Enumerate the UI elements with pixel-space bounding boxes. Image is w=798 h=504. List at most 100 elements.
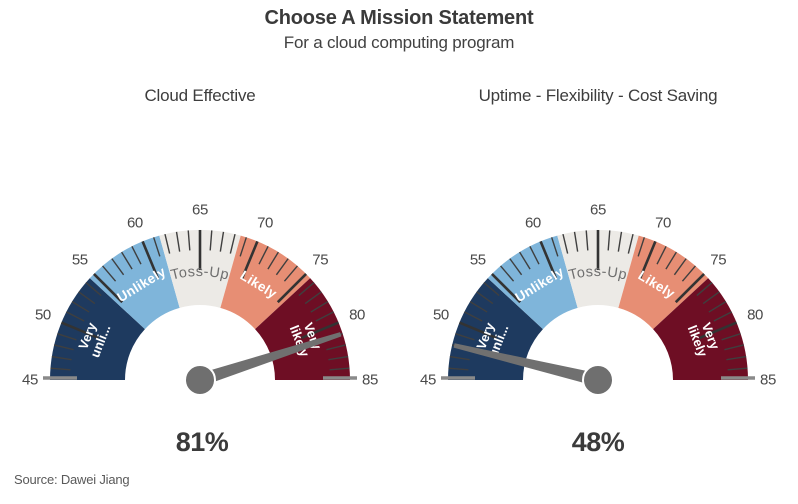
gauge-minor-tick (229, 233, 236, 254)
gauge-axis-label: 85 (362, 372, 378, 389)
gauge-minor-tick (448, 367, 469, 371)
gauge-major-tick (60, 321, 99, 340)
gauge-axis-label: 45 (22, 372, 38, 389)
gauge-minor-tick (519, 251, 531, 270)
gauge-minor-tick (665, 251, 677, 270)
gauge-major-tick (276, 273, 307, 304)
gauge-minor-tick (283, 265, 298, 282)
gauge-needle (453, 343, 600, 387)
gauge-needle (197, 332, 342, 387)
gauge-minor-tick (476, 291, 494, 305)
gauge-major-tick (301, 321, 340, 340)
gauge-needle-hub (184, 364, 216, 396)
gauge-minor-tick (721, 332, 741, 341)
gauge-minor-tick (627, 233, 634, 254)
gauge-minor-tick (529, 246, 540, 265)
gauge-major-tick (458, 321, 497, 340)
gauge-needle-hub (582, 364, 614, 396)
gauge-axis-label: 80 (747, 306, 763, 323)
source-text: Source: Dawei Jiang (14, 472, 130, 487)
gauge-axis-label: 75 (710, 251, 726, 268)
gauge-minor-tick (187, 230, 191, 251)
gauge-axis-label: 70 (655, 214, 671, 231)
gauge-minor-tick (152, 237, 161, 257)
gauge-axis-label: 55 (470, 251, 486, 268)
gauge-minor-tick (637, 237, 646, 257)
gauge-minor-tick (258, 246, 269, 265)
gauge-minor-tick (673, 258, 687, 276)
gauge-minor-tick (550, 237, 559, 257)
gauge-minor-tick (310, 301, 329, 313)
gauge-axis-label: 60 (127, 214, 143, 231)
gauge-minor-tick (617, 231, 623, 252)
gauge-axis-label: 65 (590, 202, 606, 219)
gauge-minor-tick (175, 231, 181, 252)
gauge-minor-tick (57, 332, 77, 341)
gauge-minor-tick (724, 344, 745, 351)
gauge-minor-tick (573, 231, 579, 252)
gauge-minor-tick (326, 344, 347, 351)
gauge-minor-tick (585, 230, 589, 251)
gauge-minor-tick (607, 230, 611, 251)
gauge-major-tick (93, 273, 124, 304)
gauge-minor-tick (51, 355, 72, 361)
gauge-minor-tick (131, 246, 142, 265)
gauge-minor-tick (315, 311, 334, 322)
gauge-minor-tick (681, 265, 696, 282)
gauge-minor-tick (298, 282, 315, 297)
gauge-major-tick (539, 240, 558, 279)
gauge-axis-label: 60 (525, 214, 541, 231)
page-subtitle: For a cloud computing program (283, 33, 515, 52)
gauge-minor-tick (102, 265, 117, 282)
gauge-axis-label: 55 (72, 251, 88, 268)
gauge-segment (448, 278, 543, 380)
gauge-minor-tick (509, 258, 523, 276)
gauge-minor-tick (708, 301, 727, 313)
gauge-minor-tick (66, 311, 85, 322)
gauge-minor-tick (726, 355, 747, 361)
gauge-minor-tick (483, 282, 500, 297)
gauge-title-cloud-effective: Cloud Effective (144, 86, 256, 105)
gauge-minor-tick (702, 291, 720, 305)
gauge-minor-tick (500, 265, 515, 282)
gauge-minor-tick (239, 237, 248, 257)
gauge-segment-label: Toss-Up (169, 264, 231, 284)
gauge-axis-label: 50 (35, 306, 51, 323)
gauge-minor-tick (121, 251, 133, 270)
gauge-minor-tick (469, 301, 488, 313)
gauge-major-tick (491, 273, 522, 304)
gauge-minor-tick (727, 367, 748, 371)
gauge-major-tick (674, 273, 705, 304)
gauge-value-right: 48% (571, 427, 625, 457)
gauge-segment (653, 278, 748, 380)
gauge-major-tick (240, 240, 259, 279)
gauge-axis-label: 65 (192, 202, 208, 219)
gauge-axis-label: 80 (349, 306, 365, 323)
gauge-minor-tick (85, 282, 102, 297)
gauge-minor-tick (111, 258, 125, 276)
gauge-axis-label: 70 (257, 214, 273, 231)
gauge-minor-tick (275, 258, 289, 276)
gauge-minor-tick (304, 291, 322, 305)
gauge-minor-tick (267, 251, 279, 270)
gauge-axis-label: 75 (312, 251, 328, 268)
gauge-minor-tick (696, 282, 713, 297)
gauge-minor-tick (449, 355, 470, 361)
gauge-minor-tick (164, 233, 171, 254)
gauge-minor-tick (455, 332, 475, 341)
gauge-value-left: 81% (175, 427, 229, 457)
gauge-minor-tick (328, 355, 349, 361)
gauge-minor-tick (562, 233, 569, 254)
gauge-minor-tick (329, 367, 350, 371)
gauge-axis-label: 50 (433, 306, 449, 323)
gauge-minor-tick (78, 291, 96, 305)
gauge-minor-tick (219, 231, 225, 252)
gauge-minor-tick (71, 301, 90, 313)
gauge-minor-tick (53, 344, 74, 351)
gauge-major-tick (699, 321, 738, 340)
gauge-segment (50, 278, 145, 380)
gauge-minor-tick (464, 311, 483, 322)
gauge-title-uptime-flexibility-cost-saving: Uptime - Flexibility - Cost Saving (478, 86, 718, 105)
page-title: Choose A Mission Statement (264, 7, 534, 29)
